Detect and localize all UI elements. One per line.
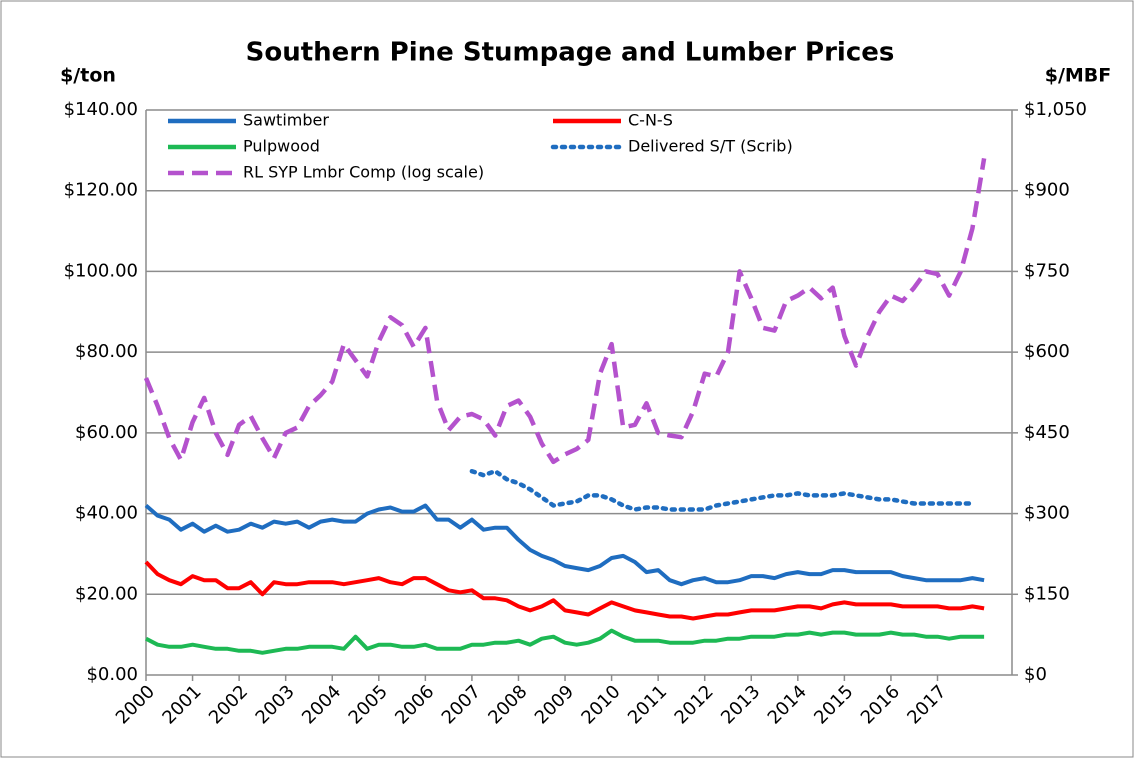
chart-title: Southern Pine Stumpage and Lumber Prices — [246, 38, 895, 68]
y-tick-label: $100.00 — [64, 260, 138, 281]
y-tick-label: $60.00 — [75, 422, 138, 443]
y-tick-label: $40.00 — [75, 503, 138, 524]
series-line — [145, 628, 985, 655]
y2-tick-label: $150 — [1024, 583, 1070, 604]
y2-tick-label: $1,050 — [1024, 99, 1087, 120]
y2-axis-label: $/MBF — [1045, 65, 1112, 87]
y-tick-label: $0.00 — [86, 664, 138, 685]
series-line — [144, 560, 985, 621]
y2-tick-label: $600 — [1024, 341, 1070, 362]
legend-label: Pulpwood — [243, 137, 320, 156]
legend-label: Delivered S/T (Scrib) — [628, 137, 793, 156]
y2-tick-label: $900 — [1024, 180, 1070, 201]
y-tick-label: $80.00 — [75, 341, 138, 362]
y-axis-label: $/ton — [60, 65, 116, 87]
legend-label: C-N-S — [628, 111, 673, 130]
y-tick-label: $140.00 — [64, 99, 138, 120]
legend-label: RL SYP Lmbr Comp (log scale) — [243, 163, 484, 182]
legend-label: Sawtimber — [243, 111, 329, 130]
y2-tick-label: $750 — [1024, 260, 1070, 281]
y-tick-label: $20.00 — [75, 583, 138, 604]
series-line — [144, 503, 985, 587]
y2-tick-label: $450 — [1024, 422, 1070, 443]
series-line — [469, 468, 975, 512]
series-line — [143, 158, 987, 465]
y2-tick-label: $0 — [1024, 664, 1047, 685]
y2-tick-label: $300 — [1024, 503, 1070, 524]
y-tick-label: $120.00 — [64, 180, 138, 201]
